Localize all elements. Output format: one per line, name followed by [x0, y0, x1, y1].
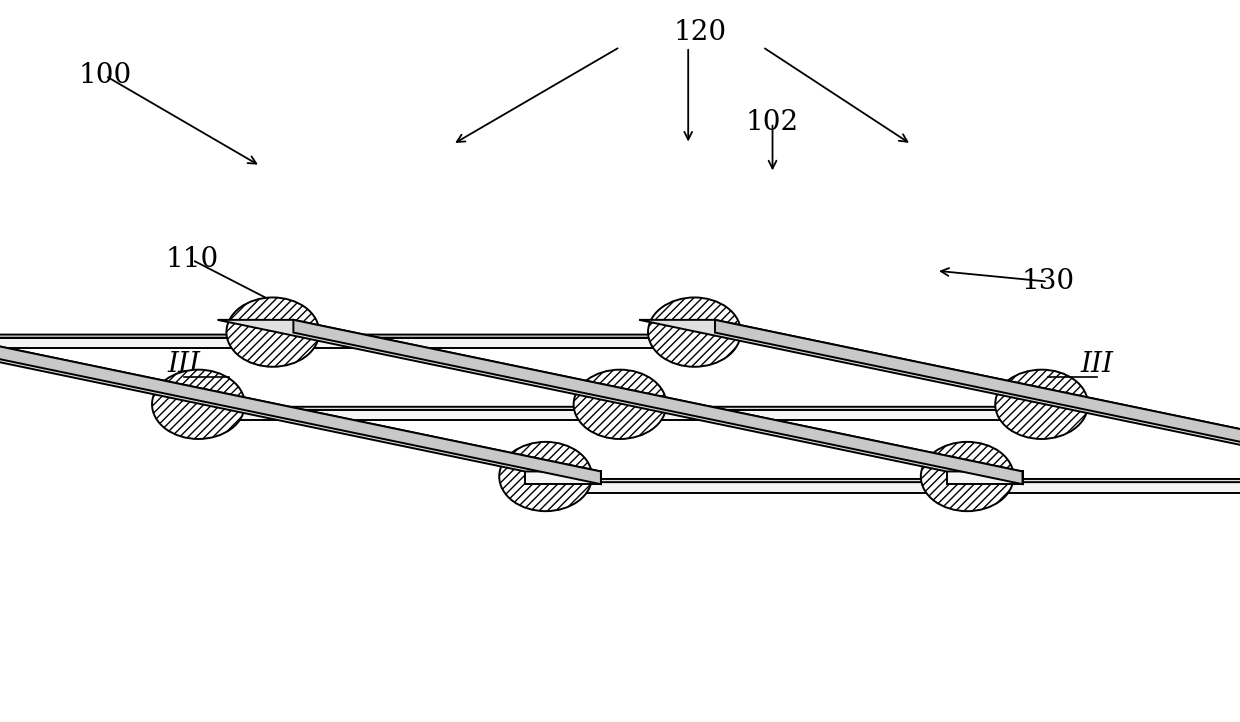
Text: III: III: [1081, 351, 1114, 378]
Ellipse shape: [153, 370, 244, 439]
Polygon shape: [217, 320, 1023, 471]
Polygon shape: [170, 406, 1070, 410]
Polygon shape: [532, 482, 1240, 492]
Polygon shape: [0, 320, 601, 484]
Polygon shape: [525, 471, 601, 484]
Ellipse shape: [227, 297, 319, 367]
Ellipse shape: [649, 297, 740, 367]
Polygon shape: [0, 338, 723, 348]
Polygon shape: [517, 479, 1240, 482]
Polygon shape: [715, 320, 1240, 484]
Polygon shape: [946, 471, 1023, 484]
Polygon shape: [1055, 406, 1070, 420]
Text: 100: 100: [79, 62, 131, 90]
Text: 120: 120: [675, 19, 727, 46]
Polygon shape: [0, 334, 723, 338]
Polygon shape: [185, 410, 1070, 420]
Ellipse shape: [574, 370, 666, 439]
Text: III: III: [167, 351, 200, 378]
Text: 102: 102: [746, 109, 799, 136]
Text: 110: 110: [166, 246, 218, 274]
Ellipse shape: [500, 442, 591, 511]
Polygon shape: [0, 320, 601, 471]
Ellipse shape: [921, 442, 1013, 511]
Polygon shape: [294, 320, 1023, 484]
Polygon shape: [639, 320, 1240, 471]
Text: 130: 130: [1022, 268, 1074, 295]
Ellipse shape: [996, 370, 1087, 439]
Polygon shape: [708, 334, 723, 348]
